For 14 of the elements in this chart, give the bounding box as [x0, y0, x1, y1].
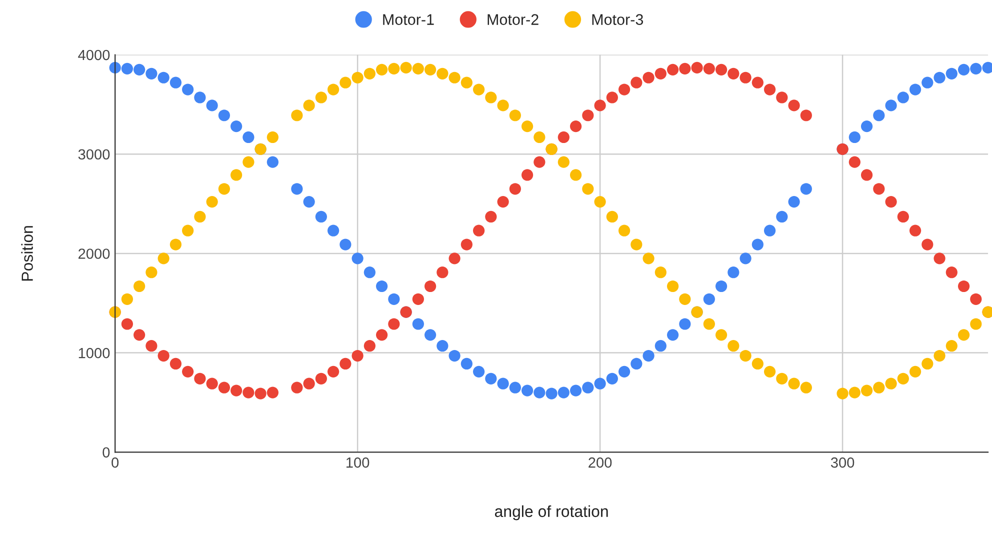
y-tick-label: 3000: [78, 149, 110, 160]
x-tick-label: 300: [830, 457, 854, 468]
legend-label: Motor-1: [383, 14, 434, 25]
x-tick-label: 0: [112, 457, 119, 468]
legend-label: Motor-3: [592, 14, 644, 25]
x-tick-label: 100: [346, 457, 370, 468]
y-tick-label: 0: [102, 447, 110, 458]
x-axis-title: angle of rotation: [494, 505, 608, 520]
y-axis-title: Position: [21, 226, 33, 281]
y-tick-label: 4000: [78, 50, 110, 60]
y-tick-label: 1000: [78, 348, 110, 358]
y-tick-label: 2000: [78, 248, 110, 259]
x-tick-label: 200: [588, 457, 612, 468]
legend-label: Motor-2: [488, 14, 538, 25]
